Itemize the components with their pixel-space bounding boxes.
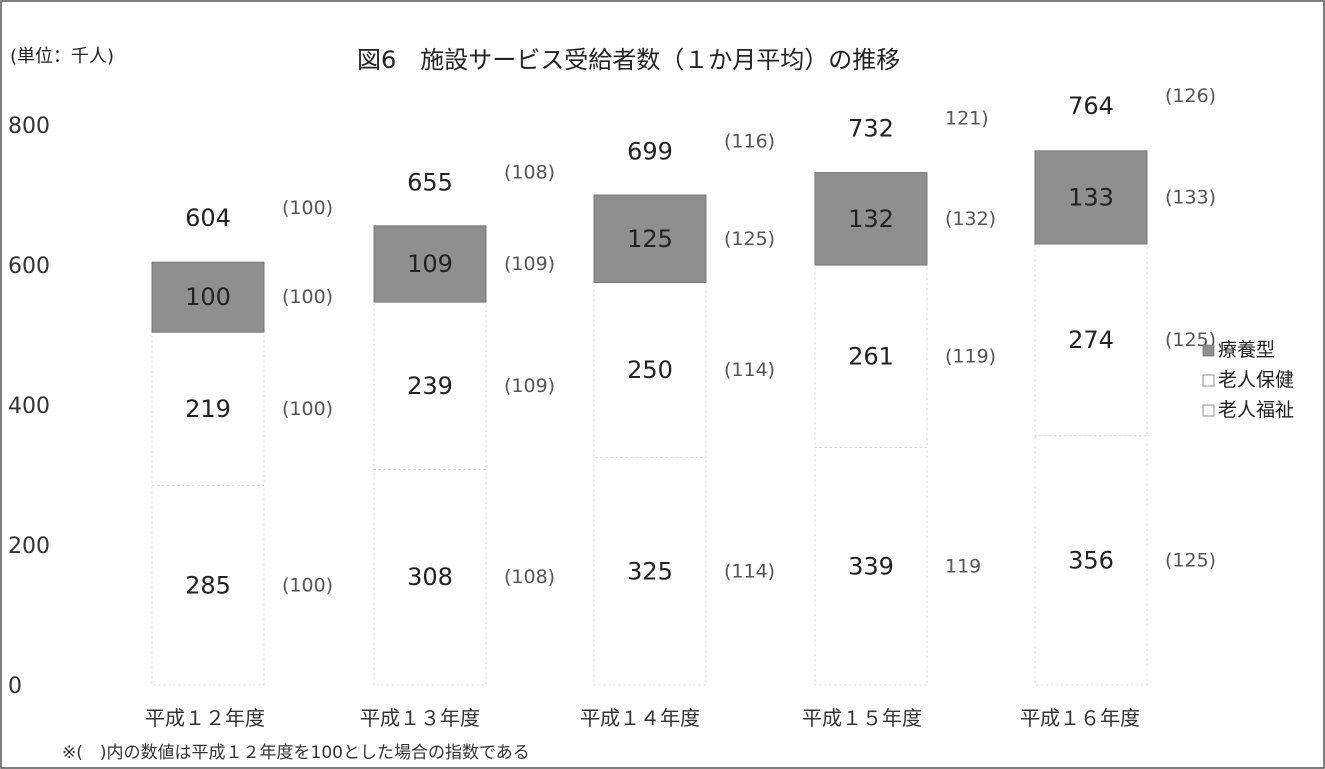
total-index-label: (126) bbox=[1165, 85, 1216, 107]
data-labels: 285 (100) 219 (100) 100 (100) 604 (100) 308 (108)… bbox=[185, 85, 1216, 599]
value-label-ryoyo: 100 bbox=[185, 283, 231, 311]
index-label-roujin-hoken: (109) bbox=[504, 375, 555, 397]
value-label-roujin-hoken: 261 bbox=[848, 342, 894, 370]
total-label: 699 bbox=[627, 138, 673, 166]
bar-segment-roujin-hoken bbox=[151, 331, 265, 486]
legend-swatch bbox=[1202, 404, 1215, 417]
bar-segment-ryoyo bbox=[151, 261, 265, 333]
unit-label: (単位：千人) bbox=[10, 46, 114, 67]
value-label-roujin-hoken: 250 bbox=[627, 356, 673, 384]
footnote: ※( )内の数値は平成１２年度を100とした場合の指数である bbox=[62, 743, 530, 763]
index-label-ryoyo: (132) bbox=[945, 208, 996, 230]
index-label-roujin-hoken: (114) bbox=[724, 359, 775, 381]
value-label-roujin-hoken: 219 bbox=[185, 395, 231, 423]
bar-segment-roujin-hoken bbox=[373, 301, 487, 470]
legend-label: 療養型 bbox=[1218, 339, 1275, 361]
value-label-ryoyo: 125 bbox=[627, 225, 673, 253]
index-label-ryoyo: (133) bbox=[1165, 186, 1216, 208]
index-label-ryoyo: (109) bbox=[504, 253, 555, 275]
category-label: 平成１６年度 bbox=[1020, 706, 1140, 730]
value-label-ryoyo: 132 bbox=[848, 205, 894, 233]
index-label-roujin-fukushi: (114) bbox=[724, 560, 775, 582]
value-label-ryoyo: 133 bbox=[1068, 183, 1114, 211]
category-label: 平成１４年度 bbox=[580, 706, 700, 730]
bar-segment-roujin-hoken bbox=[814, 264, 928, 448]
value-label-roujin-hoken: 239 bbox=[407, 372, 453, 400]
category-label: 平成１５年度 bbox=[802, 706, 922, 730]
index-label-roujin-fukushi: (100) bbox=[282, 574, 333, 596]
category-labels: 平成１２年度 平成１３年度 平成１４年度 平成１５年度 平成１６年度 bbox=[145, 706, 1140, 730]
total-index-label: (108) bbox=[504, 162, 555, 184]
category-label: 平成１３年度 bbox=[360, 706, 480, 730]
bars bbox=[151, 150, 1148, 686]
bar-segment-roujin-fukushi bbox=[1034, 435, 1148, 686]
index-label-roujin-fukushi: (108) bbox=[504, 566, 555, 588]
value-label-roujin-fukushi: 325 bbox=[627, 557, 673, 585]
y-tick-label: 800 bbox=[8, 114, 50, 139]
total-index-label: (100) bbox=[282, 197, 333, 219]
legend-label: 老人保健 bbox=[1218, 369, 1294, 391]
value-label-roujin-fukushi: 285 bbox=[185, 571, 231, 599]
index-label-roujin-fukushi: (125) bbox=[1165, 549, 1216, 571]
bar-segment-roujin-fukushi bbox=[814, 447, 928, 686]
y-tick-label: 200 bbox=[8, 534, 50, 559]
value-label-roujin-hoken: 274 bbox=[1068, 326, 1114, 354]
total-label: 604 bbox=[185, 204, 231, 232]
value-label-roujin-fukushi: 308 bbox=[407, 563, 453, 591]
y-axis-ticks: 0 200 400 600 800 bbox=[8, 114, 50, 699]
category-label: 平成１２年度 bbox=[145, 706, 265, 730]
bar-segment-roujin-fukushi bbox=[593, 457, 707, 686]
y-tick-label: 400 bbox=[8, 394, 50, 419]
total-label: 764 bbox=[1068, 92, 1114, 120]
chart-title: 図6 施設サービス受給者数（１か月平均）の推移 bbox=[357, 46, 900, 74]
bar-segment-ryoyo bbox=[593, 194, 707, 283]
value-label-ryoyo: 109 bbox=[407, 250, 453, 278]
index-label-roujin-hoken: (100) bbox=[282, 398, 333, 420]
legend-swatch bbox=[1202, 374, 1215, 387]
bar-segment-roujin-fukushi bbox=[151, 485, 265, 686]
total-index-label: 121) bbox=[945, 108, 989, 130]
bar-segment-ryoyo bbox=[1034, 150, 1148, 245]
total-index-label: (116) bbox=[724, 131, 775, 153]
index-label-ryoyo: (125) bbox=[724, 228, 775, 250]
legend-swatch bbox=[1202, 344, 1215, 357]
legend-label: 老人福祉 bbox=[1218, 399, 1294, 421]
y-tick-label: 600 bbox=[8, 254, 50, 279]
index-label-ryoyo: (100) bbox=[282, 286, 333, 308]
total-label: 732 bbox=[848, 115, 894, 143]
value-label-roujin-fukushi: 356 bbox=[1068, 546, 1114, 574]
bar-segment-roujin-fukushi bbox=[373, 469, 487, 686]
y-tick-label: 0 bbox=[8, 674, 22, 699]
bar-segment-ryoyo bbox=[814, 172, 928, 266]
bar-segment-roujin-hoken bbox=[593, 282, 707, 458]
value-label-roujin-fukushi: 339 bbox=[848, 552, 894, 580]
bar-segment-ryoyo bbox=[373, 225, 487, 303]
index-label-roujin-fukushi: 119 bbox=[945, 555, 981, 577]
total-label: 655 bbox=[407, 169, 453, 197]
index-label-roujin-hoken: (119) bbox=[945, 345, 996, 367]
